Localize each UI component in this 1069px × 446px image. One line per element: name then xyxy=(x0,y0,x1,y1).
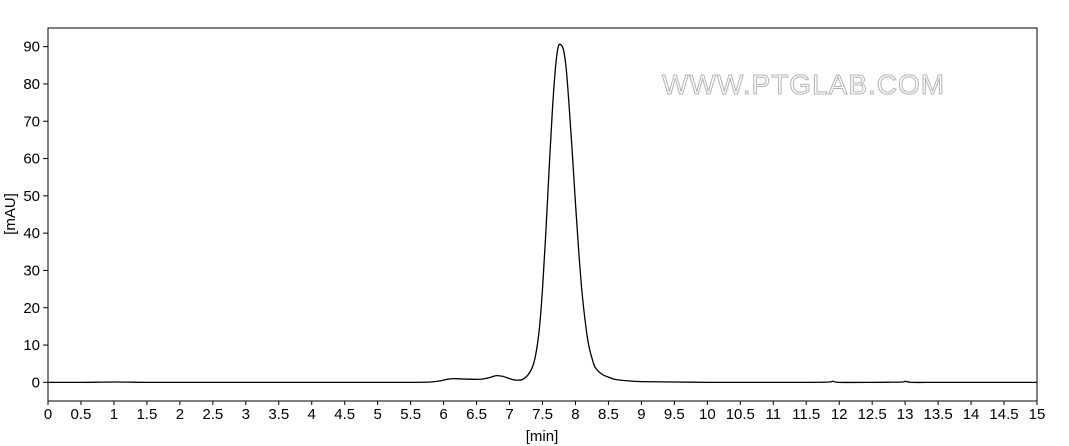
series-line xyxy=(47,43,1037,384)
x-tick-label: 1.5 xyxy=(136,406,157,423)
x-tick-label: 5.5 xyxy=(400,406,421,423)
x-tick-label: 9.5 xyxy=(664,406,685,423)
x-tick-label: 14 xyxy=(963,406,980,423)
x-tick-label: 11 xyxy=(765,406,781,423)
y-tick-label: 50 xyxy=(23,188,40,205)
x-tick-label: 3.5 xyxy=(268,406,289,423)
x-tick-label: 13.5 xyxy=(923,406,952,423)
x-tick-label: 11.5 xyxy=(792,406,820,423)
x-tick-label: 9 xyxy=(637,406,645,423)
x-tick-label: 10.5 xyxy=(726,406,755,423)
y-tick-label: 30 xyxy=(23,262,40,279)
x-tick-label: 3 xyxy=(242,406,250,423)
x-axis-label: [min] xyxy=(526,428,559,445)
y-tick-label: 20 xyxy=(23,300,40,317)
x-tick-label: 0 xyxy=(44,406,52,423)
y-tick-label: 80 xyxy=(23,76,40,93)
x-tick-label: 13 xyxy=(897,406,914,423)
x-tick-label: 8.5 xyxy=(598,406,619,423)
x-tick-label: 14.5 xyxy=(989,406,1018,423)
x-tick-label: 1 xyxy=(110,406,118,423)
y-tick-label: 60 xyxy=(23,151,40,168)
watermark: WWW.PTGLAB.COM xyxy=(662,69,945,100)
x-tick-label: 2.5 xyxy=(202,406,223,423)
plot-frame xyxy=(47,27,1038,402)
x-tick-label: 6 xyxy=(439,406,447,423)
x-tick-label: 8 xyxy=(571,406,579,423)
x-tick-label: 12.5 xyxy=(858,406,887,423)
x-tick-label: 2 xyxy=(176,406,184,423)
y-axis: 0 10 20 30 40 50 60 70 80 90 xyxy=(23,39,48,391)
x-tick-label: 10 xyxy=(699,406,716,423)
y-tick-label: 90 xyxy=(23,39,40,56)
x-tick-label: 12 xyxy=(831,406,848,423)
x-axis: 0 0.5 1 1.5 2 2.5 3 3.5 4 4.5 5 5.5 6 6.5 7 7.5 8 8.5 9 9.5… xyxy=(44,401,1046,423)
y-tick-label: 0 xyxy=(32,374,40,391)
x-tick-label: 15 xyxy=(1029,406,1046,423)
x-tick-label: 4.5 xyxy=(334,406,355,423)
y-axis-label: [mAU] xyxy=(2,193,19,235)
x-tick-label: 5 xyxy=(373,406,381,423)
x-tick-label: 4 xyxy=(308,406,316,423)
x-tick-label: 7.5 xyxy=(532,406,553,423)
y-tick-label: 70 xyxy=(23,113,40,130)
y-tick-label: 10 xyxy=(23,337,40,354)
y-tick-label: 40 xyxy=(23,225,40,242)
x-tick-label: 0.5 xyxy=(71,406,92,423)
x-tick-label: 7 xyxy=(505,406,513,423)
x-tick-label: 6.5 xyxy=(466,406,487,423)
